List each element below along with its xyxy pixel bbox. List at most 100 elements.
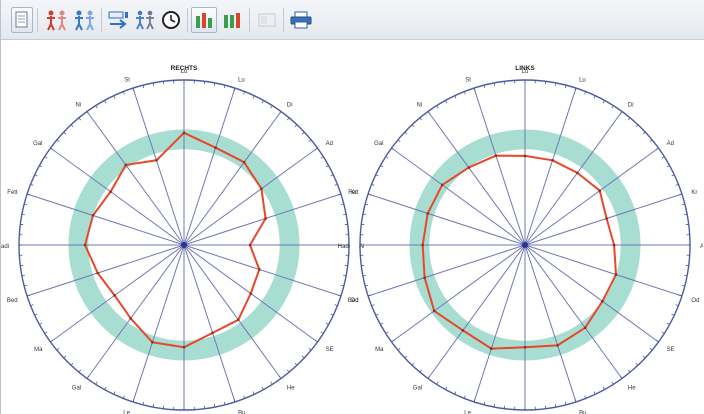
ring-tick bbox=[113, 391, 116, 395]
ring-tick bbox=[39, 322, 43, 325]
ring-tick bbox=[655, 147, 659, 151]
axis-label: Od bbox=[350, 298, 358, 304]
ring-tick bbox=[314, 147, 318, 151]
ring-tick bbox=[243, 91, 246, 95]
center-point bbox=[181, 242, 187, 248]
spoke-line bbox=[427, 244, 526, 379]
ring-tick bbox=[627, 369, 631, 373]
spoke-line bbox=[132, 244, 185, 403]
ring-tick bbox=[233, 87, 236, 92]
ring-tick bbox=[261, 386, 264, 390]
ring-tick bbox=[564, 85, 567, 89]
ring-tick bbox=[86, 375, 90, 379]
bar-chart-green-red-button[interactable] bbox=[219, 7, 245, 33]
ring-tick bbox=[340, 284, 344, 287]
ring-tick bbox=[213, 82, 216, 86]
axis-label: Fett bbox=[7, 190, 18, 196]
ring-tick bbox=[365, 284, 369, 287]
ring-tick bbox=[684, 213, 688, 216]
ring-tick bbox=[385, 331, 389, 334]
forward-step-icon bbox=[108, 11, 128, 29]
ring-tick bbox=[44, 156, 48, 159]
ring-tick bbox=[675, 304, 679, 307]
spoke-line bbox=[183, 244, 236, 403]
spoke-line bbox=[427, 111, 526, 246]
ring-tick bbox=[50, 339, 54, 343]
ring-tick bbox=[367, 294, 372, 297]
ring-tick bbox=[671, 313, 675, 316]
center-point bbox=[522, 242, 528, 248]
data-point bbox=[601, 299, 604, 303]
ring-tick bbox=[627, 117, 631, 121]
axis-label: He bbox=[628, 386, 636, 392]
ring-tick bbox=[334, 183, 338, 186]
ring-tick bbox=[593, 391, 596, 395]
person-blue-button[interactable] bbox=[71, 7, 97, 33]
ring-tick bbox=[50, 147, 54, 151]
axis-label: Kr bbox=[691, 190, 697, 196]
disabled-panel-button[interactable] bbox=[255, 7, 279, 33]
ring-tick bbox=[445, 386, 448, 390]
ring-tick bbox=[325, 165, 329, 168]
ring-tick bbox=[152, 82, 155, 86]
ring-tick bbox=[325, 322, 329, 325]
axis-label: Le bbox=[123, 410, 130, 414]
ring-tick bbox=[132, 398, 135, 403]
axis-label: Ni bbox=[416, 102, 422, 108]
axis-label: Ma bbox=[34, 347, 43, 353]
person-red-button[interactable] bbox=[43, 7, 69, 33]
axis-label: SE bbox=[326, 347, 334, 353]
bar-chart-green-button[interactable] bbox=[191, 7, 217, 33]
data-point bbox=[523, 346, 527, 349]
data-point bbox=[182, 131, 186, 135]
ring-tick bbox=[308, 347, 312, 351]
ring-tick bbox=[24, 203, 28, 206]
person-figure-red-icon bbox=[47, 10, 66, 31]
toolbar-separator bbox=[101, 8, 102, 32]
ring-tick bbox=[270, 381, 273, 385]
ring-tick bbox=[343, 213, 347, 216]
ring-tick bbox=[243, 395, 246, 399]
ring-tick bbox=[26, 193, 31, 196]
ring-tick bbox=[642, 131, 646, 135]
ring-tick bbox=[278, 111, 282, 115]
axis-label: Bu bbox=[238, 410, 245, 414]
ring-tick bbox=[602, 100, 605, 104]
ring-tick bbox=[483, 401, 486, 405]
document-button[interactable] bbox=[11, 7, 33, 33]
person-figure-blue-icon bbox=[75, 10, 94, 31]
ring-tick bbox=[34, 313, 38, 316]
data-point bbox=[155, 158, 158, 162]
printer-button[interactable] bbox=[289, 7, 313, 33]
axis-label: Lu bbox=[579, 78, 586, 84]
ring-tick bbox=[554, 404, 557, 408]
forward-step-button[interactable] bbox=[107, 7, 131, 33]
persons-compare-button[interactable] bbox=[133, 7, 157, 33]
ring-tick bbox=[278, 375, 282, 379]
ring-tick bbox=[294, 362, 298, 366]
ring-tick bbox=[375, 313, 379, 316]
axis-label: Lu bbox=[238, 78, 245, 84]
spoke-line bbox=[391, 244, 526, 343]
spoke-line bbox=[367, 193, 526, 246]
ring-tick bbox=[337, 294, 342, 297]
ring-tick bbox=[261, 100, 264, 104]
data-point bbox=[248, 243, 252, 247]
ring-tick bbox=[334, 304, 338, 307]
ring-tick bbox=[684, 274, 688, 277]
clock-button[interactable] bbox=[159, 7, 183, 33]
ring-tick bbox=[286, 117, 290, 121]
ring-tick bbox=[404, 355, 408, 359]
ring-tick bbox=[436, 381, 439, 385]
spoke-line bbox=[50, 147, 185, 246]
ring-tick bbox=[419, 117, 423, 121]
spoke-line bbox=[183, 111, 282, 246]
data-point bbox=[242, 160, 246, 164]
axis-label: Ma bbox=[375, 347, 384, 353]
axis-label: Ni bbox=[75, 102, 81, 108]
ring-tick bbox=[113, 95, 116, 99]
axis-label: Gal bbox=[72, 386, 81, 392]
data-point bbox=[551, 158, 554, 162]
ring-tick bbox=[463, 91, 466, 95]
ring-tick bbox=[666, 165, 670, 168]
